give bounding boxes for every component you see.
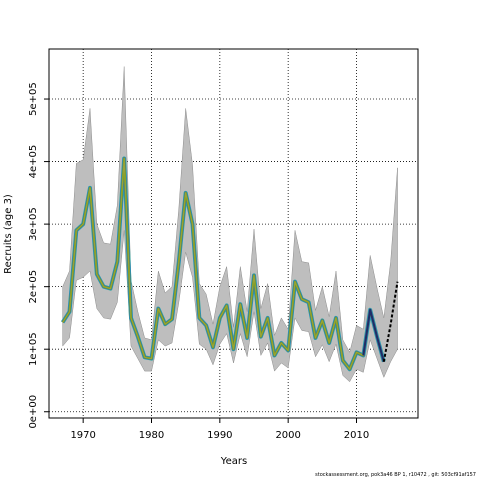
confidence-band-area: [62, 66, 398, 383]
y-tick-label: 2e+05: [28, 270, 39, 304]
estimate-lines: [60, 156, 399, 372]
x-tick-label: 2000: [275, 430, 300, 441]
x-axis: 1970 1980 1990 2000 2010: [70, 418, 369, 441]
y-axis-label: Recruits (age 3): [3, 194, 14, 274]
plot-frame: [48, 48, 419, 419]
confidence-band: [62, 66, 398, 383]
y-axis: 0e+00 1e+05 2e+05 3e+05 4e+05 5e+05: [28, 82, 49, 429]
y-tick-label: 1e+05: [28, 332, 39, 366]
recent-estimate-line: [362, 308, 385, 362]
y-tick-label: 3e+05: [28, 207, 39, 241]
estimate-line: [62, 157, 385, 370]
x-tick-label: 1990: [207, 430, 232, 441]
y-tick-label: 5e+05: [28, 82, 39, 116]
x-axis-label: Years: [220, 456, 247, 467]
x-tick-label: 2010: [344, 430, 369, 441]
footnote: stockassessment.org, pok3a46 BP 1, r1047…: [315, 472, 476, 478]
projection-line: [382, 281, 399, 362]
x-tick-label: 1970: [70, 430, 95, 441]
y-tick-label: 4e+05: [28, 145, 39, 179]
x-tick-label: 1980: [139, 430, 164, 441]
y-tick-label: 0e+00: [28, 395, 39, 429]
